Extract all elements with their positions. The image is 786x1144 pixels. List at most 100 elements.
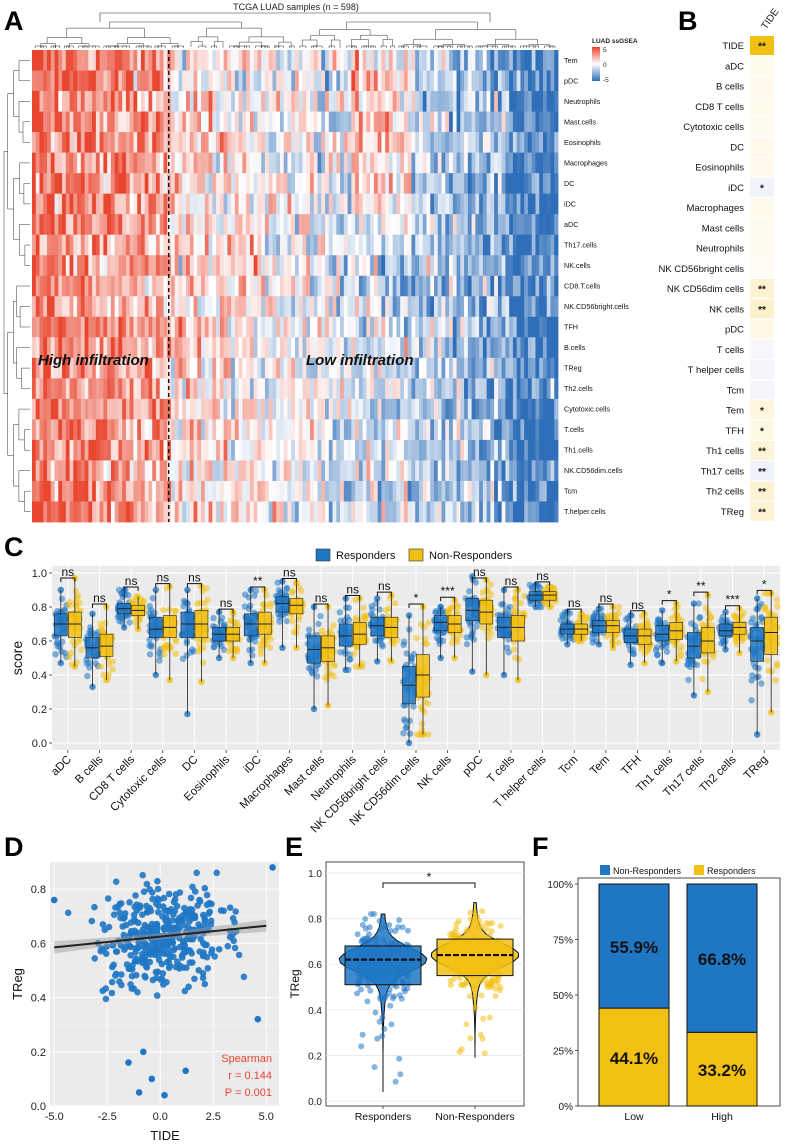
heatmap-cell — [437, 501, 442, 523]
heatmap-cell — [516, 50, 521, 71]
heatmap-cell — [328, 275, 333, 297]
heatmap-cell — [125, 275, 131, 297]
heatmap-cell — [441, 214, 446, 236]
heatmap-cell — [437, 50, 442, 71]
heatmap-cell — [122, 398, 127, 420]
heatmap-cell — [490, 480, 495, 502]
heatmap-cell — [129, 50, 134, 71]
heatmap-cell — [411, 419, 416, 441]
heatmap-cell — [140, 316, 146, 338]
heatmap-cell — [272, 419, 277, 441]
heatmap-cell — [246, 460, 251, 482]
heatmap-cell — [279, 501, 285, 523]
heatmap-cell — [426, 357, 431, 379]
heatmap-cell — [287, 480, 292, 502]
heatmap-cell — [182, 91, 187, 112]
heatmap-cell — [283, 398, 288, 420]
heatmap-cell — [88, 111, 93, 133]
heatmap-cell — [467, 152, 472, 174]
heatmap-title: TCGA LUAD samples (n = 598) — [233, 2, 359, 12]
heatmap-cell — [505, 234, 510, 256]
heatmap-cell — [122, 357, 127, 379]
heatmap-cell — [516, 337, 521, 359]
heatmap-cell — [527, 398, 533, 420]
heatmap-cell — [494, 501, 499, 523]
heatmap-cell — [133, 439, 138, 461]
heatmap-cell — [133, 70, 138, 92]
heatmap-cell — [159, 296, 164, 318]
heatmap-cell — [325, 214, 330, 236]
heatmap-cell — [449, 296, 454, 318]
heatmap-cell — [501, 357, 506, 379]
heatmap-cell — [246, 357, 251, 379]
heatmap-cell — [520, 234, 525, 256]
heatmap-cell — [411, 214, 416, 236]
heatmap-cell — [107, 152, 112, 174]
heatmap-cell — [542, 460, 548, 482]
heatmap-cell — [212, 193, 217, 215]
heatmap-cell — [441, 357, 446, 379]
heatmap-cell — [95, 132, 101, 154]
heatmap-cell — [516, 111, 521, 133]
heatmap-cell — [73, 460, 78, 482]
heatmap-cell — [249, 439, 255, 461]
heatmap-cell — [118, 296, 123, 318]
row-label-th1-cells: Th1.cells — [564, 446, 593, 455]
heatmap-cell — [351, 480, 356, 502]
row-label-treg: TReg — [564, 364, 582, 373]
row-label-t-cells: T.cells — [564, 425, 584, 434]
heatmap-cell — [171, 70, 176, 92]
heatmap-cell — [490, 152, 495, 174]
heatmap-cell — [490, 419, 495, 441]
heatmap-cell — [204, 480, 209, 502]
heatmap-cell — [234, 255, 240, 277]
heatmap-cell — [264, 480, 270, 502]
heatmap-cell — [381, 132, 386, 154]
heatmap-cell — [69, 255, 74, 277]
heatmap-cell — [272, 234, 277, 256]
jitter-point — [146, 651, 154, 658]
heatmap-cell — [69, 419, 74, 441]
heatmap-cell — [441, 70, 446, 92]
heatmap-cell — [385, 132, 390, 154]
heatmap-cell — [193, 337, 198, 359]
dendrogram-branch — [24, 490, 31, 512]
heatmap-cell — [407, 337, 412, 359]
heatmap-cell — [88, 419, 93, 441]
heatmap-cell — [554, 214, 559, 236]
heatmap-cell — [216, 173, 221, 195]
heatmap-cell — [505, 337, 510, 359]
heatmap-cell — [388, 419, 394, 441]
heatmap-cell — [107, 275, 112, 297]
heatmap-cell — [535, 439, 540, 461]
heatmap-cell — [253, 152, 258, 174]
heatmap-cell — [343, 337, 348, 359]
heatmap-cell — [494, 214, 499, 236]
heatmap-cell — [310, 91, 315, 112]
heatmap-cell — [452, 357, 457, 379]
heatmap-cell — [467, 173, 472, 195]
heatmap-cell — [464, 480, 469, 502]
heatmap-cell — [539, 316, 544, 338]
heatmap-cell — [212, 357, 217, 379]
heatmap-cell — [118, 91, 123, 112]
heatmap-cell — [546, 337, 551, 359]
heatmap-cell — [219, 214, 225, 236]
heatmap-cell — [197, 132, 202, 154]
heatmap-cell — [43, 337, 48, 359]
heatmap-cell — [54, 460, 59, 482]
heatmap-cell — [276, 70, 281, 92]
heatmap-cell — [362, 70, 367, 92]
jitter-point — [362, 612, 369, 619]
heatmap-cell — [516, 132, 521, 154]
heatmap-cell — [302, 234, 307, 256]
heatmap-cell — [197, 460, 202, 482]
heatmap-cell — [328, 378, 333, 400]
heatmap-cell — [505, 173, 510, 195]
heatmap-cell — [231, 173, 236, 195]
heatmap-cell — [441, 193, 446, 215]
corr-row-label-neutrophils: Neutrophils — [696, 244, 744, 255]
heatmap-cell — [107, 111, 112, 133]
heatmap-cell — [257, 480, 262, 502]
heatmap-cell — [227, 111, 232, 133]
